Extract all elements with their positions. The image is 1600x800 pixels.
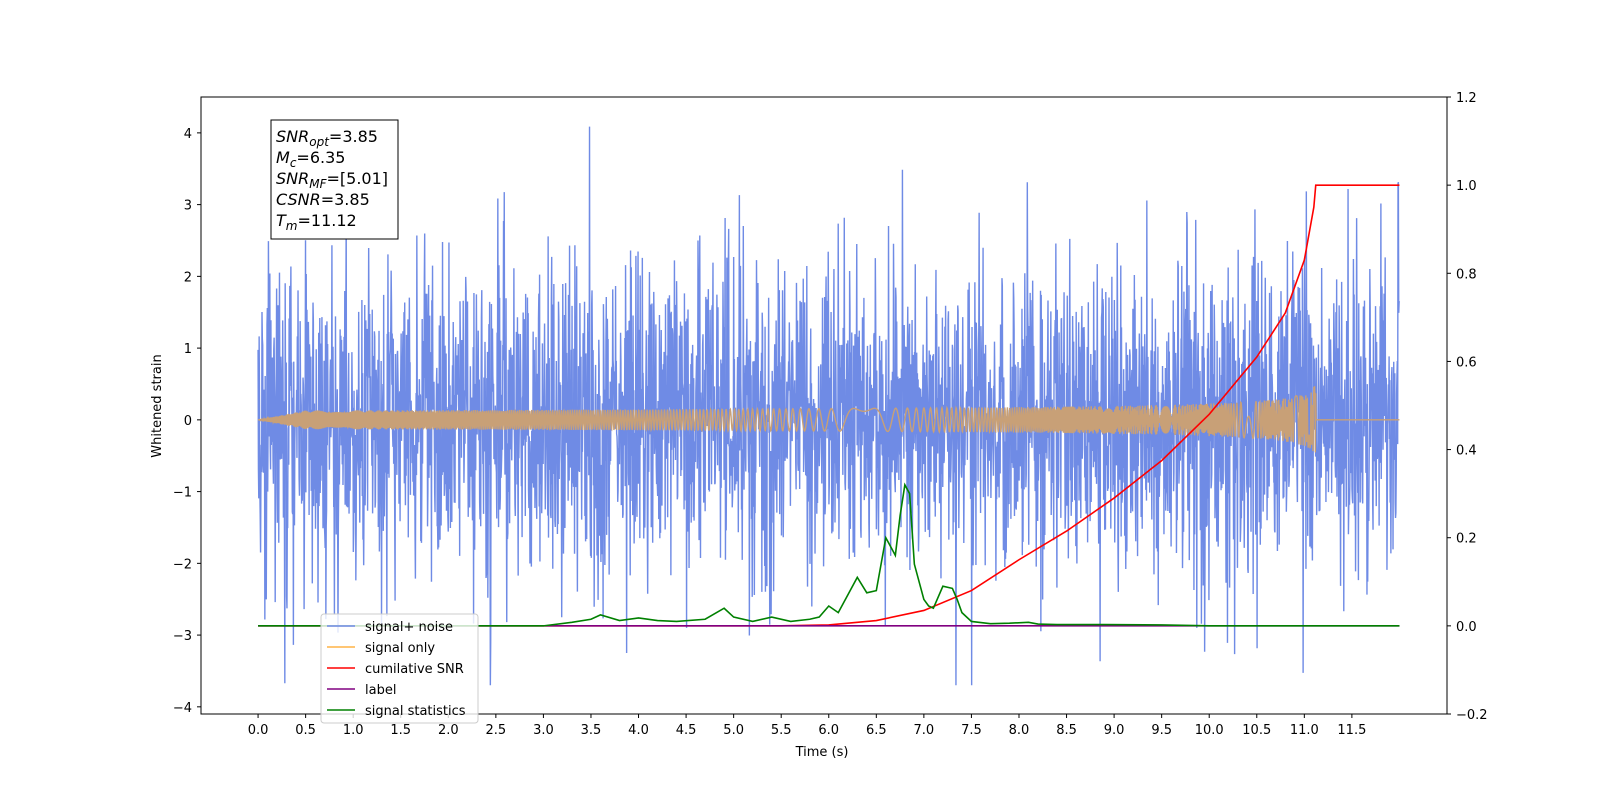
x-tick-label: 5.0	[723, 723, 744, 738]
plot-frame	[200, 96, 1448, 715]
x-tick-label: 8.0	[1009, 723, 1030, 738]
x-tick-label: 1.5	[390, 723, 411, 738]
x-tick-label: 9.5	[1151, 723, 1172, 738]
x-tick-label: 1.0	[343, 723, 364, 738]
legend-label: signal statistics	[365, 704, 466, 719]
series-signal-statistics	[258, 482, 1400, 627]
x-tick-label: 3.5	[581, 723, 602, 738]
y-tick-label: 4	[184, 127, 192, 142]
y-tick-label: −3	[173, 629, 192, 644]
y2-tick-label: 0.0	[1456, 620, 1477, 635]
y-tick-label: −4	[173, 701, 192, 716]
y2-tick-label: 1.2	[1456, 91, 1477, 106]
y2-tick-label: 0.6	[1456, 355, 1477, 370]
x-tick-label: 6.0	[818, 723, 839, 738]
legend-label: cumilative SNR	[365, 662, 464, 677]
legend-label: label	[365, 683, 396, 698]
y2-tick-label: 0.2	[1456, 532, 1477, 547]
y-tick-label: 1	[184, 342, 192, 357]
annotation-line: SNRopt=3.85	[276, 127, 378, 149]
y-axis-left: 4 3 2 1 0 −1 −2 −3 −4	[173, 127, 201, 716]
x-tick-label: 6.5	[866, 723, 887, 738]
series-layer	[257, 126, 1401, 686]
y2-tick-label: 0.8	[1456, 267, 1477, 282]
annotation-line: CSNR=3.85	[276, 190, 370, 209]
x-tick-label: 0.0	[248, 723, 269, 738]
x-tick-label: 7.5	[961, 723, 982, 738]
x-tick-label: 4.5	[676, 723, 697, 738]
x-tick-label: 11.5	[1337, 723, 1366, 738]
y-tick-label: 2	[184, 270, 192, 285]
x-tick-label: 9.0	[1104, 723, 1125, 738]
x-tick-label: 3.0	[533, 723, 554, 738]
x-tick-label: 7.0	[914, 723, 935, 738]
legend-label: signal only	[365, 641, 435, 656]
annotation-line: SNRMF=[5.01]	[276, 169, 388, 191]
series-cumilative-snr	[258, 184, 1400, 627]
x-tick-label: 4.0	[628, 723, 649, 738]
x-axis-label: Time (s)	[795, 745, 849, 760]
x-tick-label: 5.5	[771, 723, 792, 738]
legend-label: signal+ noise	[365, 620, 453, 635]
y-tick-label: 3	[184, 199, 192, 214]
series-signal-only	[257, 386, 1400, 453]
x-tick-label: 2.0	[438, 723, 459, 738]
annotation-line: Tm=11.12	[276, 211, 357, 233]
legend-frame	[320, 613, 479, 724]
x-tick-label: 0.5	[295, 723, 316, 738]
y2-tick-label: 0.4	[1456, 444, 1477, 459]
x-axis: 0.0 0.5 1.0 1.5 2.0 2.5 3.0 3.5 4.0 4.5 5.0 5.5 6.0 6…	[248, 714, 1366, 738]
annotation-line: Mc=6.35	[276, 148, 345, 170]
x-tick-label: 2.5	[486, 723, 507, 738]
y-tick-label: −1	[173, 486, 192, 501]
y-tick-label: −2	[173, 557, 192, 572]
x-tick-label: 11.0	[1290, 723, 1319, 738]
y-axis-right: 1.2 1.0 0.8 0.6 0.4 0.2 0.0 −0.2	[1447, 91, 1488, 723]
x-tick-label: 10.0	[1195, 723, 1224, 738]
annotation-frame	[270, 119, 399, 240]
x-tick-label: 10.5	[1242, 723, 1271, 738]
y-tick-label: 0	[184, 414, 192, 429]
y-axis-label: Whitened strain	[150, 354, 165, 457]
legend: signal+ noise signal only cumilative SNR la…	[320, 613, 479, 724]
x-tick-label: 8.5	[1056, 723, 1077, 738]
y2-tick-label: 1.0	[1456, 179, 1477, 194]
y2-tick-label: −0.2	[1456, 708, 1488, 723]
